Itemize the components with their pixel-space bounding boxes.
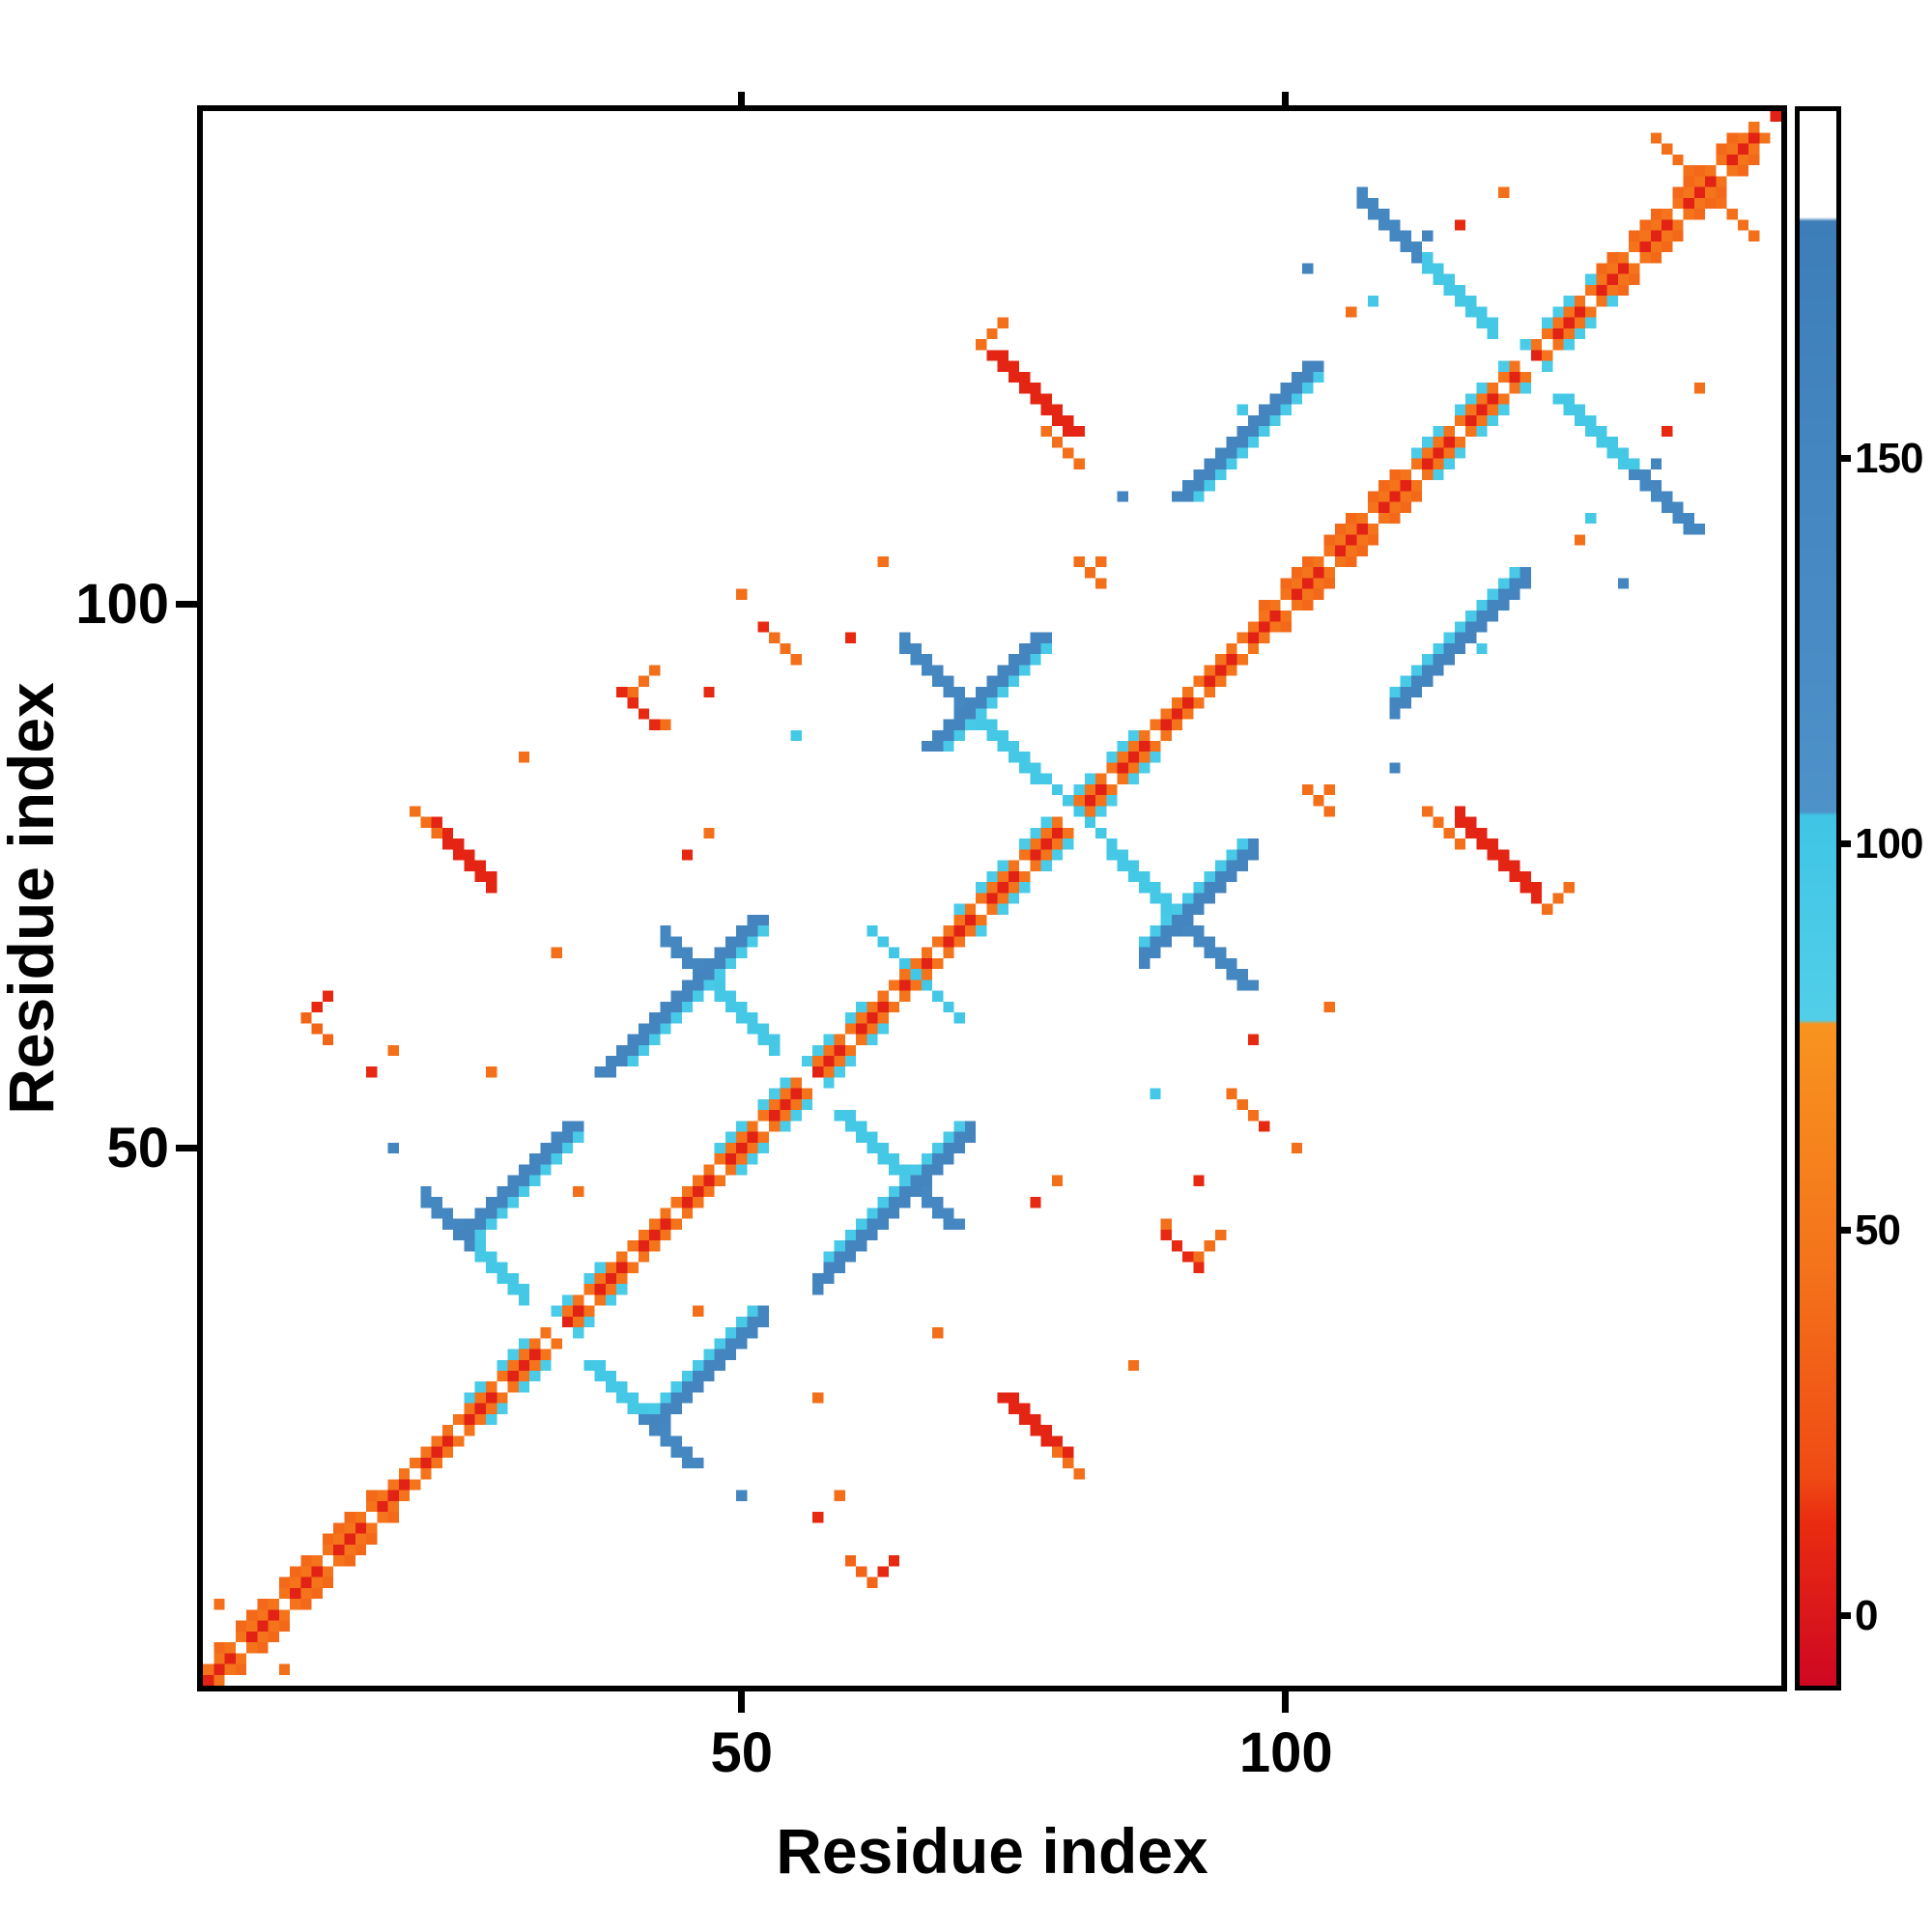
x-tick — [737, 1691, 745, 1713]
x-axis-title: Residue index — [776, 1815, 1208, 1887]
y-tick — [176, 601, 197, 609]
colorbar-tick-label: 50 — [1855, 1206, 1901, 1254]
colorbar-tick-label: 100 — [1855, 820, 1923, 868]
x-tick — [1282, 1691, 1290, 1713]
x-tick-label: 50 — [710, 1721, 774, 1784]
y-tick — [176, 1144, 197, 1151]
colorbar-tick — [1841, 1226, 1851, 1234]
x-tick-top — [737, 92, 745, 105]
colorbar-tick-label: 150 — [1855, 434, 1923, 482]
y-tick-label: 50 — [106, 1116, 169, 1179]
colorbar-tick — [1841, 840, 1851, 848]
x-tick-label: 100 — [1238, 1721, 1333, 1784]
colorbar-canvas — [1800, 111, 1836, 1686]
y-axis-title: Residue index — [0, 682, 67, 1115]
colorbar-tick — [1841, 1612, 1851, 1620]
plot-area — [197, 105, 1787, 1691]
y-tick-label: 100 — [75, 573, 169, 637]
heatmap-canvas — [203, 111, 1781, 1686]
colorbar-tick — [1841, 454, 1851, 462]
colorbar — [1795, 106, 1841, 1690]
colorbar-tick-label: 0 — [1855, 1592, 1879, 1640]
x-tick-top — [1282, 92, 1290, 105]
